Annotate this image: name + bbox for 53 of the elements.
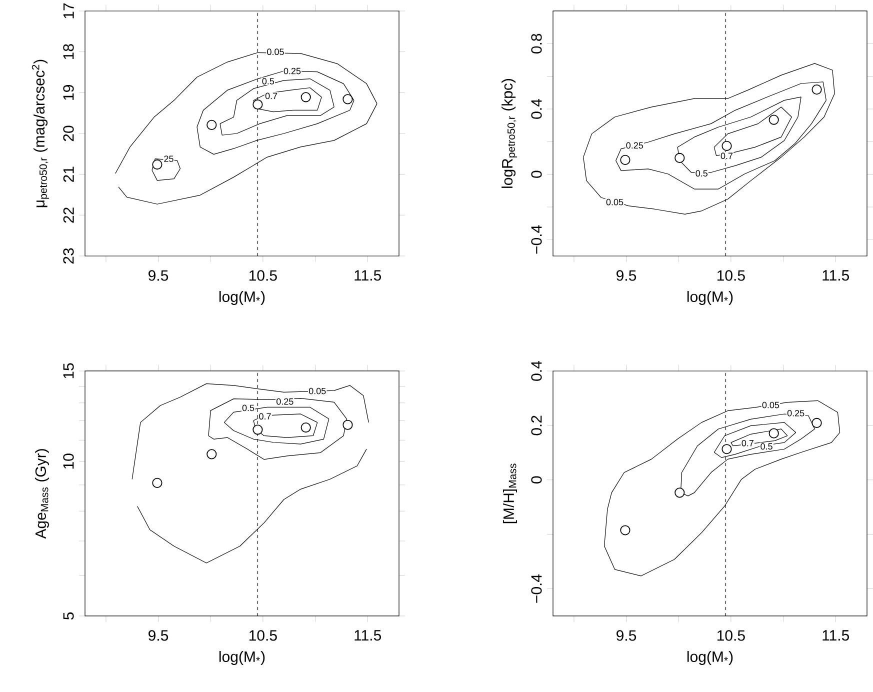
annotation: 0.05: [308, 388, 326, 394]
y-axis-title: μ$_{petro50,r}$ (mag/arcsec$^{2}$): [32, 60, 49, 208]
x-tick-label: 11.5: [354, 270, 382, 281]
x-tick-label: 9.5: [148, 630, 168, 641]
annotation: 0.5: [242, 404, 254, 412]
annotation: 0.5: [760, 443, 772, 450]
x-axis-title: log(M$_{*}$): [219, 651, 265, 665]
annotation: 25: [164, 156, 174, 162]
annotation: 0.7: [720, 152, 733, 160]
y-axis-title: logR$_{petro50,r}$ (kpc): [502, 78, 517, 188]
annotation: 0.7: [265, 92, 278, 100]
x-tick-label: 10.5: [249, 270, 277, 281]
x-tick-label: 9.5: [148, 270, 168, 281]
y-tick-label: 10: [63, 454, 74, 469]
y-tick-label: 18: [63, 44, 74, 60]
y-tick-label: −0.4: [531, 225, 542, 254]
y-tick-label: 19: [63, 85, 74, 100]
y-tick-label: 17: [63, 3, 74, 18]
x-axis-title: log(M$_{*}$): [687, 291, 733, 305]
y-tick-label: 5: [63, 612, 74, 620]
y-tick-label: 0.4: [531, 361, 542, 381]
annotation: 0.25: [284, 68, 301, 74]
x-tick-label: 11.5: [822, 630, 850, 641]
y-tick-label: 0: [531, 170, 542, 178]
x-tick-label: 11.5: [822, 270, 850, 281]
x-tick-label: 10.5: [717, 630, 745, 641]
annotation: 0.25: [276, 398, 294, 405]
annotation: 0.05: [267, 48, 284, 56]
y-tick-label: 22: [63, 208, 74, 223]
annotation: 0.5: [696, 170, 708, 177]
annotation: 0.5: [262, 78, 274, 84]
y-axis-title: Age$_{Mass}$ (Gyr): [35, 449, 49, 539]
x-tick-label: 9.5: [616, 630, 636, 641]
annotation: 0.25: [787, 410, 804, 416]
y-tick-label: 0.4: [531, 99, 542, 119]
x-tick-label: 9.5: [616, 270, 636, 281]
x-tick-label: 10.5: [249, 630, 277, 641]
y-tick-label: 0.8: [531, 34, 542, 54]
x-axis-title: log(M$_{*}$): [687, 651, 733, 665]
y-tick-label: 0: [531, 476, 542, 484]
annotation: 0.05: [606, 198, 624, 206]
annotation: 0.05: [762, 402, 780, 408]
y-tick-label: −0.4: [531, 574, 542, 603]
y-tick-label: 23: [63, 248, 74, 264]
y-tick-label: 20: [63, 126, 74, 142]
x-axis-title: log(M$_{*}$): [219, 291, 265, 305]
y-tick-label: 21: [63, 166, 74, 182]
y-axis-title: [M/H]$_{Mass}$: [503, 464, 517, 524]
x-tick-label: 11.5: [354, 630, 382, 641]
annotation: 0.25: [626, 142, 644, 149]
y-tick-label: 15: [63, 363, 74, 378]
x-tick-label: 10.5: [717, 270, 745, 281]
y-tick-label: 0.2: [531, 416, 542, 436]
